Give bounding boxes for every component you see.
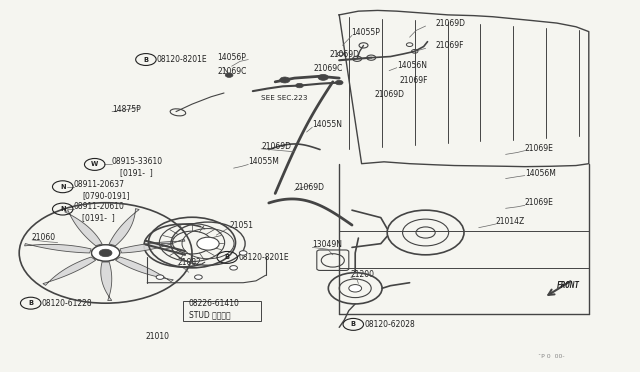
Text: 08120-8201E: 08120-8201E xyxy=(238,253,289,262)
Text: 21200: 21200 xyxy=(351,270,375,279)
Text: 08915-33610: 08915-33610 xyxy=(112,157,163,166)
Text: 21069F: 21069F xyxy=(435,41,464,50)
Text: 21069D: 21069D xyxy=(261,142,291,151)
Text: 14056M: 14056M xyxy=(525,169,556,177)
Text: 21069E: 21069E xyxy=(525,144,554,153)
Text: 14875P: 14875P xyxy=(112,105,141,113)
Text: N: N xyxy=(60,206,65,212)
Circle shape xyxy=(197,237,219,250)
Text: 21069C: 21069C xyxy=(218,67,247,76)
Text: W: W xyxy=(91,161,99,167)
Polygon shape xyxy=(120,239,185,253)
Circle shape xyxy=(239,251,247,255)
Text: 08120-61228: 08120-61228 xyxy=(42,299,92,308)
Text: 21069D: 21069D xyxy=(294,183,324,192)
Circle shape xyxy=(195,275,202,279)
Text: 08120-62028: 08120-62028 xyxy=(364,320,415,329)
Text: B: B xyxy=(28,300,33,306)
Text: 21082: 21082 xyxy=(178,258,202,267)
Circle shape xyxy=(349,285,362,292)
Polygon shape xyxy=(65,211,102,246)
Polygon shape xyxy=(116,257,173,282)
Circle shape xyxy=(156,275,164,279)
Text: FRONT: FRONT xyxy=(557,281,580,290)
Text: 21069E: 21069E xyxy=(525,198,554,207)
Text: 21069C: 21069C xyxy=(314,64,343,73)
Polygon shape xyxy=(43,257,95,285)
Text: 08911-20637: 08911-20637 xyxy=(74,180,125,189)
Text: SEE SEC.223: SEE SEC.223 xyxy=(261,96,308,102)
Text: [0191-  ]: [0191- ] xyxy=(120,169,153,177)
Text: ˆP 0  00-: ˆP 0 00- xyxy=(538,354,564,359)
Circle shape xyxy=(318,74,328,80)
Text: 21010: 21010 xyxy=(146,332,170,341)
Circle shape xyxy=(230,266,237,270)
Text: 21069F: 21069F xyxy=(400,76,429,84)
Text: [0191-  ]: [0191- ] xyxy=(82,213,115,222)
Text: 21069D: 21069D xyxy=(330,49,360,58)
Text: 21069D: 21069D xyxy=(435,19,465,28)
Text: N: N xyxy=(60,184,65,190)
Text: [0790-0191]: [0790-0191] xyxy=(82,191,129,200)
Text: 21051: 21051 xyxy=(229,221,253,230)
Text: 08226-61410: 08226-61410 xyxy=(189,299,239,308)
Text: 08120-8201E: 08120-8201E xyxy=(157,55,207,64)
Text: 21060: 21060 xyxy=(32,233,56,242)
Text: 13049N: 13049N xyxy=(312,240,342,249)
Text: 14055M: 14055M xyxy=(248,157,279,166)
Text: 14055N: 14055N xyxy=(312,120,342,129)
Circle shape xyxy=(296,83,303,88)
Polygon shape xyxy=(24,244,91,253)
Polygon shape xyxy=(109,209,140,246)
Text: B: B xyxy=(225,254,230,260)
Text: 21014Z: 21014Z xyxy=(496,217,525,226)
Circle shape xyxy=(92,245,120,261)
Text: STUD スタッド: STUD スタッド xyxy=(189,310,230,319)
Text: 14056N: 14056N xyxy=(397,61,427,70)
Circle shape xyxy=(280,77,290,83)
Text: 14055P: 14055P xyxy=(351,28,380,37)
Text: 08911-20610: 08911-20610 xyxy=(74,202,124,211)
Text: B: B xyxy=(351,321,356,327)
Circle shape xyxy=(99,249,112,257)
Polygon shape xyxy=(100,262,112,301)
Circle shape xyxy=(92,245,120,261)
Text: 14056P: 14056P xyxy=(218,52,246,61)
Text: 21069D: 21069D xyxy=(374,90,404,99)
Text: B: B xyxy=(143,57,148,62)
Circle shape xyxy=(225,73,233,77)
Circle shape xyxy=(335,80,343,85)
